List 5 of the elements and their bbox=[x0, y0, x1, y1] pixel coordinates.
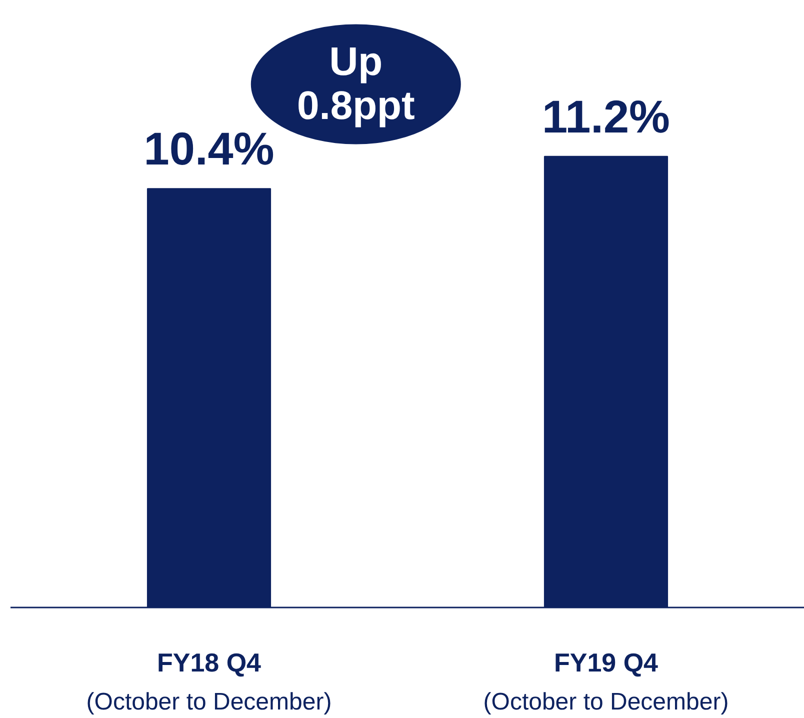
data-label: 11.2% bbox=[542, 90, 670, 142]
category-label: FY19 Q4 (October to December) bbox=[483, 648, 729, 716]
data-label: 10.4% bbox=[144, 122, 274, 175]
category-label: FY18 Q4 (October to December) bbox=[86, 648, 332, 716]
text: Up 0.8ppt bbox=[296, 40, 415, 128]
